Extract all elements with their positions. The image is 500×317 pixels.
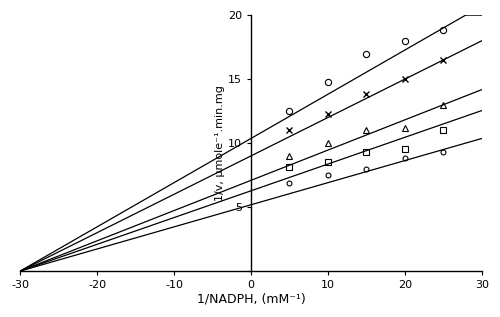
X-axis label: 1/NADPH, (mM⁻¹): 1/NADPH, (mM⁻¹) <box>196 293 306 306</box>
Y-axis label: 1/v, μmole⁻¹.min.mg: 1/v, μmole⁻¹.min.mg <box>215 85 225 201</box>
